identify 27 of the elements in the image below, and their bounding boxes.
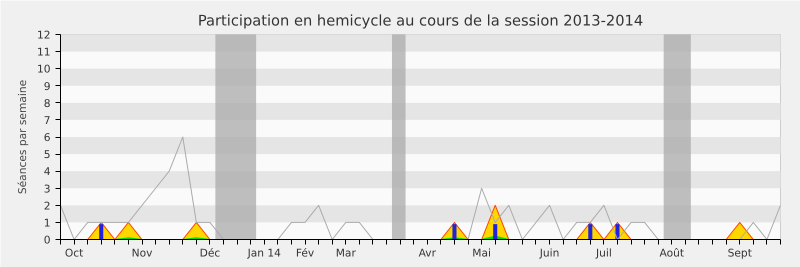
y-tick-label: 5: [44, 148, 50, 162]
x-tick-label: Déc: [200, 246, 220, 260]
y-tick-label: 0: [44, 234, 51, 246]
y-tick-label: 1: [44, 216, 50, 230]
y-tick-label: 9: [44, 80, 51, 93]
y-tick-label: 12: [36, 28, 51, 42]
y-tick-label: 8: [44, 96, 51, 110]
x-tick-label: Oct: [64, 246, 84, 260]
x-tick-label: Nov: [132, 246, 152, 260]
y-tick-label: 10: [36, 62, 51, 76]
y-axis-title: Séances par semaine: [16, 80, 29, 194]
x-tick-label: Mar: [336, 246, 356, 260]
y-tick-label: 4: [44, 165, 51, 178]
x-tick-label: Fév: [296, 246, 314, 260]
y-tick-label: 3: [44, 182, 50, 196]
x-tick-label: Juil: [594, 246, 612, 260]
x-tick-label: Mai: [472, 246, 491, 260]
y-tick-label: 11: [36, 46, 51, 59]
chart-title: Participation en hemicycle au cours de la session 2013-2014: [198, 12, 644, 30]
x-tick-label: Sept: [728, 246, 752, 260]
y-tick-label: 6: [44, 131, 51, 144]
x-tick-label: Août: [660, 246, 684, 260]
y-tick-label: 2: [44, 199, 50, 212]
y-tick-label: 7: [44, 114, 50, 127]
x-tick-label: Juin: [538, 246, 560, 260]
x-tick-label: Avr: [418, 246, 437, 260]
x-tick-label: Jan 14: [246, 246, 282, 260]
